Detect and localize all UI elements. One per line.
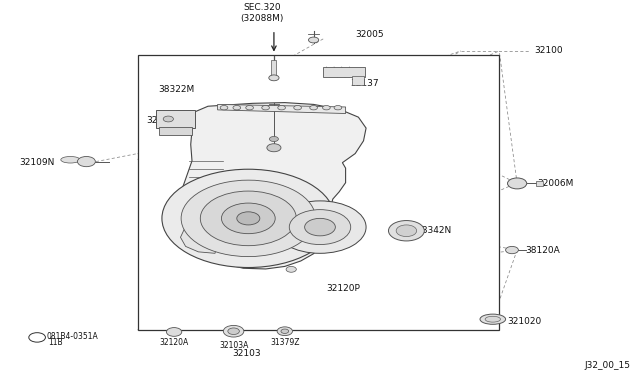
Circle shape <box>396 225 417 237</box>
Circle shape <box>308 37 319 43</box>
Circle shape <box>200 191 296 246</box>
Circle shape <box>77 157 95 167</box>
Text: 081B4-0351A: 081B4-0351A <box>47 332 99 341</box>
Circle shape <box>181 180 316 257</box>
Circle shape <box>294 106 301 110</box>
Circle shape <box>163 116 173 122</box>
Circle shape <box>223 326 244 337</box>
Text: J32_00_15: J32_00_15 <box>584 361 630 370</box>
Circle shape <box>310 106 317 110</box>
Bar <box>159 126 192 135</box>
Circle shape <box>506 246 518 254</box>
Circle shape <box>29 333 45 342</box>
Bar <box>156 110 195 128</box>
Circle shape <box>237 212 260 225</box>
Text: 32137: 32137 <box>351 79 380 88</box>
Circle shape <box>233 106 241 110</box>
Text: 32120P: 32120P <box>326 284 360 293</box>
Circle shape <box>278 106 285 110</box>
Circle shape <box>508 178 527 189</box>
Circle shape <box>246 106 253 110</box>
Circle shape <box>286 266 296 272</box>
Text: 32103A: 32103A <box>219 341 248 350</box>
Ellipse shape <box>485 316 500 322</box>
Circle shape <box>289 210 351 244</box>
Text: 32150P: 32150P <box>146 116 180 125</box>
Circle shape <box>277 327 292 336</box>
Circle shape <box>274 201 366 253</box>
Text: 31379Z: 31379Z <box>270 339 300 347</box>
Bar <box>271 60 276 78</box>
Text: B: B <box>35 333 40 342</box>
Circle shape <box>269 137 278 142</box>
Text: 32120A: 32120A <box>159 339 189 347</box>
Polygon shape <box>180 225 218 253</box>
Circle shape <box>228 328 239 334</box>
Circle shape <box>220 106 228 110</box>
Circle shape <box>323 106 330 110</box>
Ellipse shape <box>480 314 506 324</box>
Bar <box>352 76 364 85</box>
Circle shape <box>281 329 289 333</box>
Circle shape <box>267 144 281 152</box>
Text: 32005: 32005 <box>355 30 384 39</box>
Text: 38120A: 38120A <box>525 246 559 254</box>
Text: 32109N: 32109N <box>19 158 54 167</box>
Bar <box>323 67 365 77</box>
Bar <box>536 180 543 186</box>
Circle shape <box>388 221 424 241</box>
Circle shape <box>269 75 279 81</box>
Bar <box>138 55 499 330</box>
Text: 321020: 321020 <box>508 317 542 326</box>
Text: 32100: 32100 <box>534 46 563 55</box>
Polygon shape <box>178 103 366 269</box>
Text: 38342N: 38342N <box>416 226 451 235</box>
Text: 11B: 11B <box>49 338 63 347</box>
Text: 32103: 32103 <box>232 349 260 358</box>
Text: 38322M: 38322M <box>159 85 195 94</box>
Circle shape <box>262 106 269 110</box>
Circle shape <box>221 203 275 234</box>
Ellipse shape <box>61 157 80 163</box>
Circle shape <box>305 218 335 236</box>
Polygon shape <box>218 105 346 113</box>
Circle shape <box>166 328 182 336</box>
Circle shape <box>162 169 335 267</box>
Text: SEC.320
(32088M): SEC.320 (32088M) <box>241 3 284 22</box>
Text: 32006M: 32006M <box>538 179 574 188</box>
Circle shape <box>334 106 342 110</box>
